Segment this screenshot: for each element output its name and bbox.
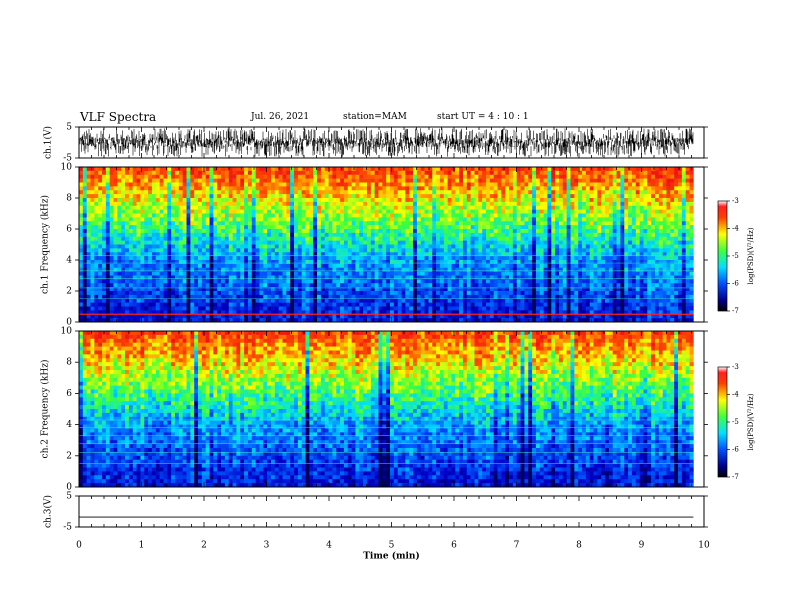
ch1-spectrogram-heatmap xyxy=(79,167,694,323)
x-axis-label: Time (min) xyxy=(363,551,420,562)
ch2-spectrogram-colorbar-label: log(PSD)(V²/Hz) xyxy=(747,393,755,450)
x-tick-label: 3 xyxy=(264,541,270,551)
ch3-waveform-y-tick-label: -5 xyxy=(63,523,72,533)
ch1-spectrogram-colorbar-tick-label: -7 xyxy=(732,307,739,315)
x-tick-label: 4 xyxy=(326,541,332,551)
x-tick-label: 7 xyxy=(514,541,520,551)
station-label: station=MAM xyxy=(343,112,407,122)
x-tick-label: 5 xyxy=(389,541,395,551)
ch1-spectrogram-ylabel: ch.1 Frequency (kHz) xyxy=(40,195,51,294)
x-tick-label: 6 xyxy=(451,541,457,551)
ch2-spectrogram-heatmap xyxy=(79,331,694,488)
ch1-spectrogram-y-tick-label: 8 xyxy=(66,194,72,204)
ch1-waveform-y-tick-label: -5 xyxy=(63,154,72,164)
ch2-spectrogram-y-tick-label: 8 xyxy=(66,358,72,368)
ch1-waveform-trace xyxy=(79,128,694,157)
x-tick-label: 2 xyxy=(201,541,207,551)
ch2-spectrogram-colorbar xyxy=(717,366,728,478)
ch2-spectrogram-y-tick-label: 10 xyxy=(61,327,73,337)
ch2-spectrogram-colorbar-tick-label: -5 xyxy=(732,418,739,426)
ch1-spectrogram-colorbar xyxy=(717,200,728,312)
ch2-spectrogram-colorbar-tick-label: -4 xyxy=(732,391,739,399)
ch2-spectrogram-y-tick-label: 6 xyxy=(66,389,72,399)
ch1-spectrogram-colorbar-tick-label: -6 xyxy=(732,280,739,288)
x-tick-label: 10 xyxy=(698,541,710,551)
x-tick-label: 9 xyxy=(639,541,645,551)
ch1-spectrogram-y-tick-label: 6 xyxy=(66,225,72,235)
ch1-waveform-y-tick-label: 5 xyxy=(66,123,72,133)
x-tick-label: 1 xyxy=(139,541,145,551)
ch2-spectrogram-y-tick-label: 4 xyxy=(66,420,72,430)
ch1-spectrogram-y-tick-label: 10 xyxy=(61,163,73,173)
chart-title: VLF Spectra xyxy=(80,110,157,124)
ch3-waveform-y-tick-label: 5 xyxy=(66,492,72,502)
x-tick-label: 8 xyxy=(576,541,582,551)
ch1-spectrogram-colorbar-tick-label: -5 xyxy=(732,252,739,260)
ch1-waveform-ylabel: ch.1(V) xyxy=(43,126,54,159)
start-time-label: start UT = 4 : 10 : 1 xyxy=(437,112,529,122)
ch3-waveform-ylabel: ch.3(V) xyxy=(43,495,54,528)
ch1-spectrogram-y-tick-label: 0 xyxy=(66,318,72,328)
date-label: Jul. 26, 2021 xyxy=(251,112,310,122)
ch2-spectrogram-y-tick-label: 0 xyxy=(66,483,72,493)
ch1-spectrogram-colorbar-tick-label: -3 xyxy=(732,197,739,205)
ch1-spectrogram-colorbar-label: log(PSD)(V²/Hz) xyxy=(747,227,755,284)
ch2-spectrogram-colorbar-tick-label: -7 xyxy=(732,473,739,481)
x-tick-label: 0 xyxy=(76,541,82,551)
ch1-spectrogram-colorbar-tick-label: -4 xyxy=(732,225,739,233)
ch2-spectrogram-ylabel: ch.2 Frequency (kHz) xyxy=(40,360,51,459)
ch1-spectrogram-y-tick-label: 4 xyxy=(66,256,72,266)
ch2-spectrogram-y-tick-label: 2 xyxy=(66,451,72,461)
ch1-spectrogram-y-tick-label: 2 xyxy=(66,287,72,297)
ch2-spectrogram-colorbar-tick-label: -6 xyxy=(732,446,739,454)
ch2-spectrogram-colorbar-tick-label: -3 xyxy=(732,363,739,371)
